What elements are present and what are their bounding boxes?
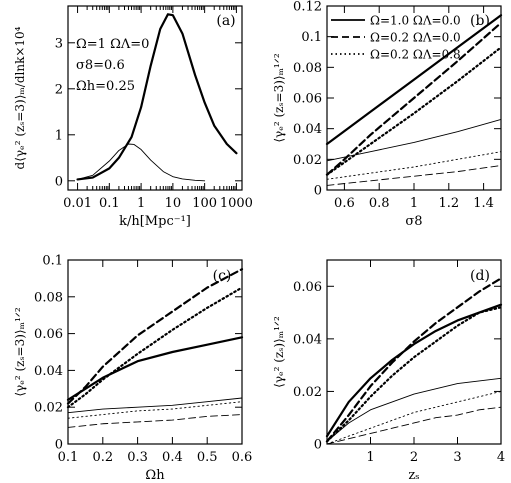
y-tick-label: 0.06 [293, 92, 322, 107]
x-tick-label: 0.4 [162, 450, 183, 465]
series-line-3 [66, 286, 244, 409]
y-tick-label: 0 [314, 184, 322, 199]
x-tick-label: 0.2 [92, 450, 113, 465]
x-tick-label: 100 [192, 196, 217, 211]
y-tick-label: 0.06 [293, 280, 322, 295]
y-tick-label: 0.06 [34, 327, 63, 342]
chart-panel-1: 0.01 0.1 1 10 100 1000 0 1 2 3 k/h[Mpc⁻¹] d⟨γₑ² (zₛ… [13, 5, 253, 229]
series-line-6 [67, 414, 243, 428]
x-tick-label: 1.2 [438, 196, 459, 211]
x-tick-label: 1 [410, 196, 418, 211]
series-line-3 [325, 306, 503, 443]
series-line-5 [67, 401, 243, 419]
series-line-3 [325, 46, 503, 176]
x-tick-label: 0.1 [58, 450, 79, 465]
series-line-4 [326, 119, 502, 162]
annotation: Ωh=0.25 [76, 79, 135, 94]
series-line-1 [325, 303, 503, 438]
y-axis-title: d⟨γₑ² (zₛ=3)⟩ₘ/dlnk×10⁴ [13, 26, 27, 169]
legend-label: Ω=1.0 ΩΛ=0.0 [370, 14, 461, 28]
x-tick-label: 4 [497, 450, 505, 465]
legend-label: Ω=0.2 ΩΛ=0.0 [370, 31, 461, 45]
x-tick-label: 1 [137, 196, 145, 211]
x-tick-label: 0.3 [127, 450, 148, 465]
y-tick-label: 0 [55, 438, 63, 453]
x-axis-title: zₛ [408, 468, 419, 483]
x-tick-label: 0.1 [99, 196, 120, 211]
annotation: σ8=0.6 [76, 58, 125, 73]
x-tick-label: 0.01 [63, 196, 92, 211]
y-tick-label: 0.1 [301, 30, 322, 45]
panel-label: (a) [216, 13, 235, 29]
chart-panel-3: 0.1 0.2 0.3 0.4 0.5 0.6 0 0.02 0.04 0.06 0.08 0.1 Ωh… [13, 254, 252, 483]
y-tick-label: 0.02 [34, 401, 63, 416]
legend-label: Ω=0.2 ΩΛ=0.8 [370, 48, 461, 62]
y-tick-label: 0.1 [42, 254, 63, 269]
x-tick-label: 1 [366, 450, 374, 465]
chart-panel-4: 1 2 3 4 0 0.02 0.04 0.06 zₛ ⟨γₑ² (zₛ)⟩ₘ¹ᐟ² (d) [272, 259, 505, 483]
y-tick-label: 0 [314, 438, 322, 453]
y-axis-title: ⟨γₑ² (zₛ=3)⟩ₘ¹ᐟ² [272, 53, 286, 142]
y-tick-label: 0.08 [293, 61, 322, 76]
y-tick-label: 0.04 [34, 364, 63, 379]
panel-label: (b) [470, 13, 490, 29]
plot-frame [67, 5, 243, 191]
x-tick-label: 3 [453, 450, 461, 465]
series-line-6 [326, 165, 502, 186]
x-tick-label: 0.6 [334, 196, 355, 211]
x-tick-label: 2 [410, 450, 418, 465]
y-tick-label: 0.02 [293, 385, 322, 400]
series-line-2 [77, 143, 206, 182]
y-axis-title: ⟨γₑ² (zₛ)⟩ₘ¹ᐟ² [272, 316, 286, 388]
y-tick-label: 0.08 [34, 290, 63, 305]
series-line-2 [325, 21, 503, 176]
x-axis-title: Ωh [145, 468, 165, 483]
y-tick-label: 0.04 [293, 122, 322, 137]
x-tick-label: 0.8 [369, 196, 390, 211]
series-line-2 [66, 268, 244, 405]
x-tick-label: 1000 [220, 196, 253, 211]
plot-frame [67, 259, 243, 445]
x-tick-label: 10 [165, 196, 182, 211]
y-tick-label: 2 [55, 82, 63, 97]
y-tick-label: 0.12 [293, 0, 322, 15]
series-line-2 [325, 277, 503, 443]
y-tick-label: 0.04 [293, 332, 322, 347]
series-line-1 [76, 13, 238, 181]
panel-label: (c) [213, 268, 232, 284]
x-tick-label: 1.4 [473, 196, 494, 211]
y-tick-label: 3 [55, 36, 63, 51]
y-tick-label: 0.02 [293, 153, 322, 168]
y-axis-title: ⟨γₑ² (zₛ=3)⟩ₘ¹ᐟ² [13, 307, 27, 396]
chart-panel-2: 0.6 0.8 1 1.2 1.4 0 0.02 0.04 0.06 0.08 0.1 0.12 σ8 ⟨… [272, 0, 503, 229]
series-line-1 [66, 336, 244, 401]
x-tick-label: 0.5 [197, 450, 218, 465]
y-tick-label: 0 [55, 174, 63, 189]
series-line-6 [326, 406, 502, 445]
x-tick-label: 0.6 [232, 450, 253, 465]
x-axis-title: k/h[Mpc⁻¹] [119, 214, 191, 229]
panel-label: (d) [470, 268, 490, 284]
x-axis-title: σ8 [405, 214, 422, 229]
series-line-1 [325, 14, 503, 146]
y-tick-label: 1 [55, 128, 63, 143]
annotation: Ω=1 ΩΛ=0 [76, 37, 149, 52]
series-line-5 [326, 390, 502, 445]
series-line-4 [326, 377, 502, 442]
series-line-4 [67, 397, 243, 414]
